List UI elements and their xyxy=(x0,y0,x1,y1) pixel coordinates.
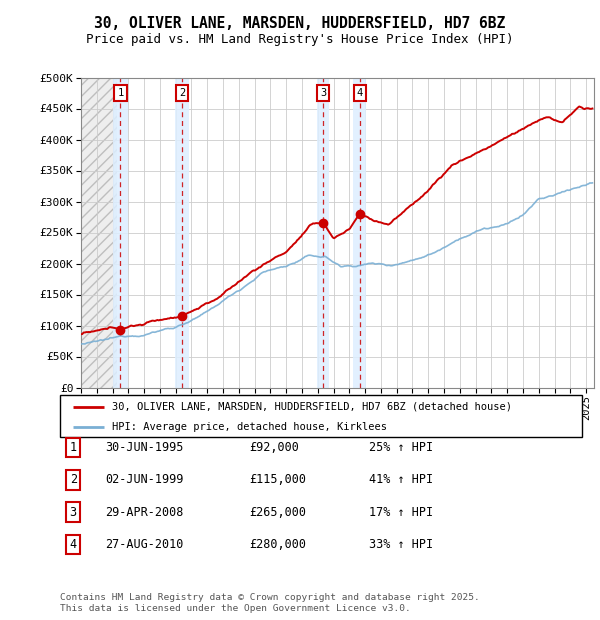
Text: 3: 3 xyxy=(70,506,77,518)
Text: £280,000: £280,000 xyxy=(249,538,306,551)
Text: 1: 1 xyxy=(118,88,124,98)
Text: 3: 3 xyxy=(320,88,326,98)
Text: 1: 1 xyxy=(70,441,77,454)
Text: 41% ↑ HPI: 41% ↑ HPI xyxy=(369,474,433,486)
Text: 17% ↑ HPI: 17% ↑ HPI xyxy=(369,506,433,518)
Text: 25% ↑ HPI: 25% ↑ HPI xyxy=(369,441,433,454)
Text: 30-JUN-1995: 30-JUN-1995 xyxy=(105,441,184,454)
Text: £115,000: £115,000 xyxy=(249,474,306,486)
Bar xyxy=(175,78,190,388)
Text: 30, OLIVER LANE, MARSDEN, HUDDERSFIELD, HD7 6BZ: 30, OLIVER LANE, MARSDEN, HUDDERSFIELD, … xyxy=(94,16,506,30)
Bar xyxy=(81,78,118,388)
Bar xyxy=(353,78,366,388)
FancyBboxPatch shape xyxy=(60,395,582,437)
Text: Price paid vs. HM Land Registry's House Price Index (HPI): Price paid vs. HM Land Registry's House … xyxy=(86,33,514,46)
Bar xyxy=(113,78,128,388)
Text: 33% ↑ HPI: 33% ↑ HPI xyxy=(369,538,433,551)
Text: HPI: Average price, detached house, Kirklees: HPI: Average price, detached house, Kirk… xyxy=(112,422,387,432)
Text: 30, OLIVER LANE, MARSDEN, HUDDERSFIELD, HD7 6BZ (detached house): 30, OLIVER LANE, MARSDEN, HUDDERSFIELD, … xyxy=(112,402,512,412)
Bar xyxy=(317,78,329,388)
Text: 4: 4 xyxy=(356,88,363,98)
Text: 2: 2 xyxy=(70,474,77,486)
Text: £92,000: £92,000 xyxy=(249,441,299,454)
Text: 2: 2 xyxy=(179,88,185,98)
Text: Contains HM Land Registry data © Crown copyright and database right 2025.
This d: Contains HM Land Registry data © Crown c… xyxy=(60,593,480,613)
Text: 27-AUG-2010: 27-AUG-2010 xyxy=(105,538,184,551)
Text: £265,000: £265,000 xyxy=(249,506,306,518)
Text: 29-APR-2008: 29-APR-2008 xyxy=(105,506,184,518)
Text: 02-JUN-1999: 02-JUN-1999 xyxy=(105,474,184,486)
Text: 4: 4 xyxy=(70,538,77,551)
